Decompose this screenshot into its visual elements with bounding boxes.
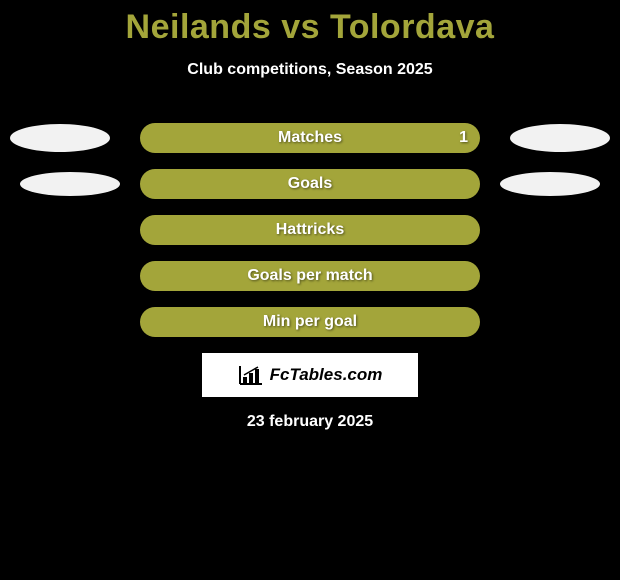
stat-bar: Goals — [140, 169, 480, 199]
stat-row-min-per-goal: Min per goal — [0, 307, 620, 337]
stat-bar: Min per goal — [140, 307, 480, 337]
stat-label: Matches — [140, 129, 480, 147]
date-label: 23 february 2025 — [0, 413, 620, 431]
stat-bar: Matches 1 — [140, 123, 480, 153]
stat-bar: Goals per match — [140, 261, 480, 291]
stat-label: Hattricks — [140, 221, 480, 239]
stat-row-goals-per-match: Goals per match — [0, 261, 620, 291]
stat-value-right: 1 — [459, 129, 468, 147]
stat-row-hattricks: Hattricks — [0, 215, 620, 245]
stat-disc-left — [10, 124, 110, 152]
logo-box: FcTables.com — [202, 353, 418, 397]
stat-label: Goals per match — [140, 267, 480, 285]
page-title: Neilands vs Tolordava — [0, 0, 620, 47]
stat-row-goals: Goals — [0, 169, 620, 199]
stat-label: Min per goal — [140, 313, 480, 331]
bar-chart-icon — [238, 364, 264, 386]
subtitle: Club competitions, Season 2025 — [0, 61, 620, 79]
stat-row-matches: Matches 1 — [0, 123, 620, 153]
logo-text: FcTables.com — [270, 365, 383, 385]
stats-container: Matches 1 Goals Hattricks Goals per matc… — [0, 123, 620, 337]
stat-label: Goals — [140, 175, 480, 193]
stat-disc-left — [20, 172, 120, 196]
stat-disc-right — [500, 172, 600, 196]
stat-bar: Hattricks — [140, 215, 480, 245]
stat-disc-right — [510, 124, 610, 152]
